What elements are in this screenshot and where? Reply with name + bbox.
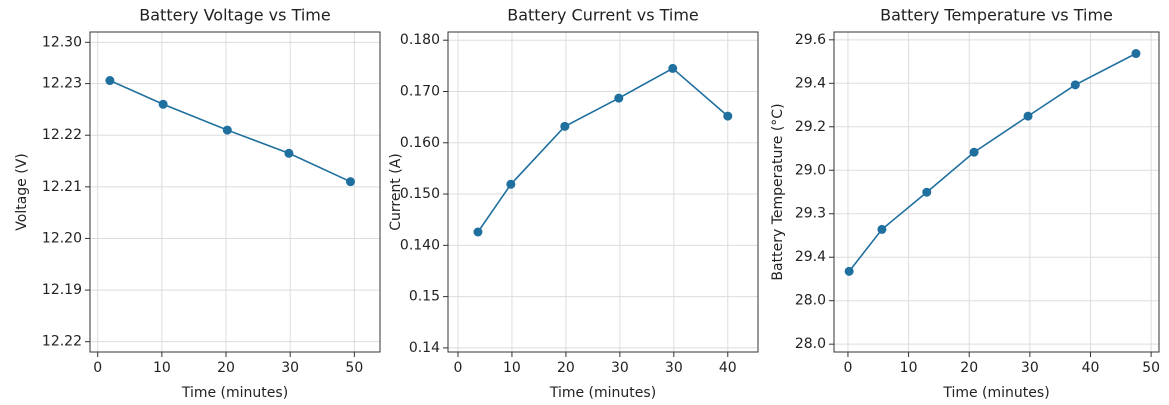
data-point — [844, 266, 854, 276]
y-tick-label: 29.4 — [795, 75, 826, 91]
x-tick-label: 40 — [719, 360, 737, 376]
y-tick-label: 28.0 — [795, 336, 826, 352]
x-tick-label: 10 — [153, 360, 171, 376]
x-tick-label: 0 — [93, 360, 102, 376]
y-tick-label: 0.160 — [400, 135, 440, 151]
x-tick-label: 20 — [557, 360, 575, 376]
x-tick-label: 10 — [900, 360, 918, 376]
data-point — [473, 227, 483, 237]
x-axis-label: Time (minutes) — [942, 385, 1049, 401]
x-axis-label: Time (minutes) — [549, 385, 656, 401]
y-tick-label: 0.14 — [409, 340, 440, 356]
x-tick-label: 50 — [345, 360, 363, 376]
plot-frame — [89, 31, 381, 353]
data-point — [506, 179, 516, 189]
data-point — [222, 125, 232, 135]
x-tick-label: 30 — [281, 360, 299, 376]
plot-frame — [833, 31, 1160, 353]
y-tick-label: 29.2 — [795, 119, 826, 135]
x-tick-label: 20 — [960, 360, 978, 376]
y-tick-label: 12.22 — [42, 334, 82, 350]
data-point — [1070, 80, 1080, 90]
x-tick-label: 0 — [843, 360, 852, 376]
y-tick-label: 29.6 — [795, 32, 826, 48]
data-point — [105, 76, 115, 86]
y-tick-label: 29.3 — [795, 206, 826, 222]
x-tick-label: 0 — [454, 360, 463, 376]
x-tick-label: 30 — [665, 360, 683, 376]
y-tick-label: 12.22 — [42, 127, 82, 143]
plot-frame — [447, 31, 759, 353]
chart-title: Battery Temperature vs Time — [880, 6, 1113, 25]
x-tick-label: 10 — [503, 360, 521, 376]
data-point — [1023, 111, 1033, 121]
data-point — [560, 121, 570, 131]
y-tick-label: 28.0 — [795, 293, 826, 309]
y-tick-label: 29.0 — [795, 162, 826, 178]
data-point — [969, 147, 979, 157]
y-tick-label: 0.180 — [400, 32, 440, 48]
x-tick-label: 30 — [1021, 360, 1039, 376]
data-point — [877, 224, 887, 234]
y-tick-label: 12.30 — [42, 34, 82, 50]
y-tick-label: 12.23 — [42, 76, 82, 92]
y-axis-label: Current (A) — [388, 153, 404, 231]
data-point — [284, 148, 294, 158]
x-tick-label: 30 — [611, 360, 629, 376]
data-point — [614, 93, 624, 103]
y-tick-label: 0.150 — [400, 186, 440, 202]
chart-title: Battery Current vs Time — [507, 6, 699, 25]
data-line — [477, 67, 729, 233]
y-tick-label: 0.15 — [409, 289, 440, 305]
y-tick-label: 29.4 — [795, 249, 826, 265]
x-tick-label: 40 — [1082, 360, 1100, 376]
y-tick-label: 12.20 — [42, 230, 82, 246]
y-tick-label: 12.19 — [42, 282, 82, 298]
y-tick-label: 0.170 — [400, 83, 440, 99]
x-axis-label: Time (minutes) — [181, 385, 288, 401]
x-tick-label: 20 — [217, 360, 235, 376]
y-axis-label: Battery Temperature (°C) — [770, 103, 786, 280]
chart-title: Battery Voltage vs Time — [139, 6, 330, 25]
data-point — [723, 111, 733, 121]
data-point — [1131, 49, 1141, 59]
y-tick-label: 12.21 — [42, 179, 82, 195]
y-tick-label: 0.140 — [400, 237, 440, 253]
data-point — [922, 187, 932, 197]
data-point — [158, 99, 168, 109]
data-point — [668, 63, 678, 73]
data-point — [345, 177, 355, 187]
y-axis-label: Voltage (V) — [14, 153, 30, 230]
data-line — [848, 52, 1137, 272]
x-tick-label: 50 — [1142, 360, 1160, 376]
